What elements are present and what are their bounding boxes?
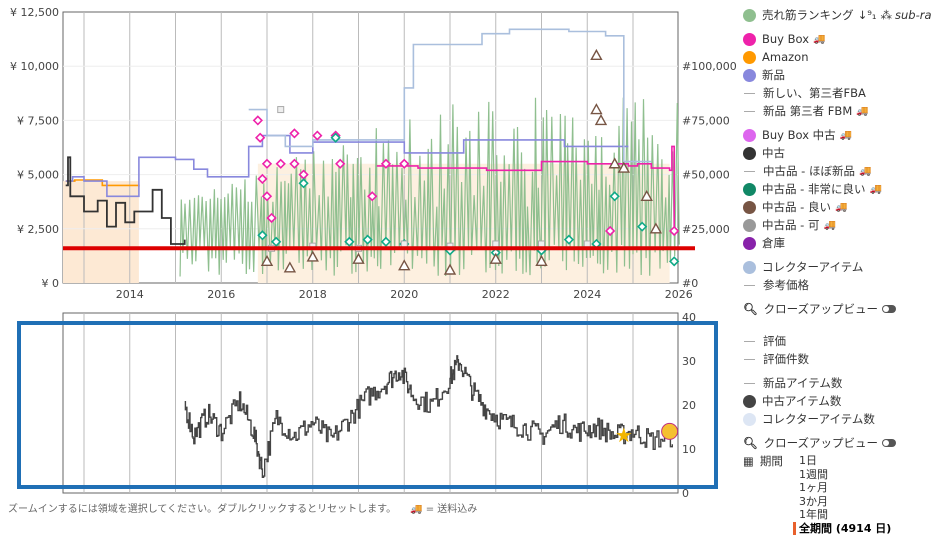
legend-item[interactable]: 参考価格 [743,276,943,294]
x-tick-label: 2024 [573,288,601,301]
legend-swatch [743,395,756,408]
y2-tick-label: #100,000 [682,60,737,73]
x-tick-label: 2018 [299,288,327,301]
sort-icon[interactable]: ↓⁹₁ [858,8,877,22]
legend-swatch [743,237,756,250]
legend-item[interactable]: 新品 第三者 FBM🚚 [743,102,943,120]
legend-item[interactable]: 中古 [743,144,943,162]
legend-item[interactable]: 評価件数 [743,350,943,368]
x-tick-label: 2014 [116,288,144,301]
hierarchy-icon[interactable]: ⁂ [881,8,893,22]
legend-item[interactable]: 中古品 - 良い🚚 [743,198,943,216]
legend-item[interactable]: Buy Box🚚 [743,30,943,48]
truck-icon: 🚚 [840,130,852,141]
y2-tick-label: #25,000 [682,223,730,236]
star-icon: ★ [615,423,633,447]
legend-swatch [743,261,756,274]
legend-swatch [743,33,756,46]
legend-item[interactable]: 新品アイテム数 [743,374,943,392]
legend-item[interactable]: Amazon [743,48,943,66]
x-tick-label: 2020 [390,288,418,301]
y2-tick-label: #50,000 [682,169,730,182]
search-icon: 🔍︎ [743,436,758,450]
range-option[interactable]: 全期間 (4914 日) [793,522,943,535]
y-tick-label: ¥ 7,500 [17,114,59,127]
truck-icon: 🚚 [835,202,847,213]
range-option[interactable]: 1週間 [799,468,943,482]
legend-swatch [744,171,755,172]
legend-item[interactable]: 倉庫 [743,234,943,252]
legend-item[interactable]: 中古品 - ほぼ新品🚚 [743,162,943,180]
legend-item[interactable]: 新品 [743,66,943,84]
face-icon [662,423,678,439]
face-icon [662,423,678,439]
legend-swatch [744,359,755,360]
search-icon: 🔍︎ [743,302,758,316]
truck-icon: 🚚 [813,34,825,45]
y-tick-label: 20 [682,399,696,412]
legend-swatch [743,219,756,232]
truck-icon: 🚚 [856,106,868,117]
legend-item[interactable]: 評価 [743,332,943,350]
legend-item[interactable]: 新しい、第三者FBA [743,84,943,102]
footer-hint: ズームインするには領域を選択してください。ダブルクリックするとリセットします。🚚… [8,500,477,515]
truck-icon: 🚚 [823,220,835,231]
marker-3 [584,241,590,247]
y2-tick-label: #75,000 [682,114,730,127]
calendar-icon: ▦ [743,454,754,468]
range-option[interactable]: 1ヶ月 [799,481,943,495]
legend-item[interactable]: 中古品 - 可🚚 [743,216,943,234]
y-tick-label: ¥ 0 [42,277,60,290]
range-option[interactable]: 3か月 [799,495,943,509]
legend-swatch [744,93,755,94]
range-option[interactable]: 1日 [799,454,943,468]
legend-swatch [743,69,756,82]
y-tick-label: ¥ 5,000 [17,169,59,182]
y-tick-label: ¥ 2,500 [17,223,59,236]
closeup-toggle-2[interactable]: 🔍︎クローズアップビュー [743,434,943,452]
closeup-toggle[interactable]: 🔍︎クローズアップビュー [743,300,943,318]
toggle-icon[interactable] [882,305,896,313]
truck-icon: 🚚 [869,184,881,195]
legend-swatch [744,341,755,342]
toggle-icon[interactable] [882,439,896,447]
legend-sales-rank[interactable]: 売れ筋ランキング↓⁹₁⁂sub-ra [743,6,943,24]
truck-icon: 🚚 [859,166,871,177]
marker-3 [493,241,499,247]
legend-swatch [743,129,756,142]
y-tick-label: 10 [682,443,696,456]
range-option[interactable]: 1年間 [799,508,943,522]
x-tick-label: 2026 [665,288,693,301]
legend-swatch [743,147,756,160]
marker-3 [539,241,545,247]
y-tick-label: ¥ 12,500 [10,6,59,19]
legend-swatch [744,383,755,384]
legend-swatch [743,9,756,22]
legend-swatch [743,413,756,426]
legend-item[interactable]: コレクターアイテム [743,258,943,276]
x-tick-label: 2016 [207,288,235,301]
legend-swatch [743,183,756,196]
marker-3 [401,241,407,247]
marker-3 [278,107,284,113]
legend-item[interactable]: 中古アイテム数 [743,392,943,410]
truck-icon: 🚚 [410,504,422,515]
legend-item[interactable]: 中古品 - 非常に良い🚚 [743,180,943,198]
legend-item[interactable]: Buy Box 中古🚚 [743,126,943,144]
y-tick-label: ¥ 10,000 [10,60,59,73]
legend-swatch [744,285,755,286]
legend-item[interactable]: コレクターアイテム数 [743,410,943,428]
x-tick-label: 2022 [482,288,510,301]
legend-swatch [743,201,756,214]
legend-swatch [743,51,756,64]
legend-swatch [744,111,755,112]
y-tick-label: 30 [682,355,696,368]
